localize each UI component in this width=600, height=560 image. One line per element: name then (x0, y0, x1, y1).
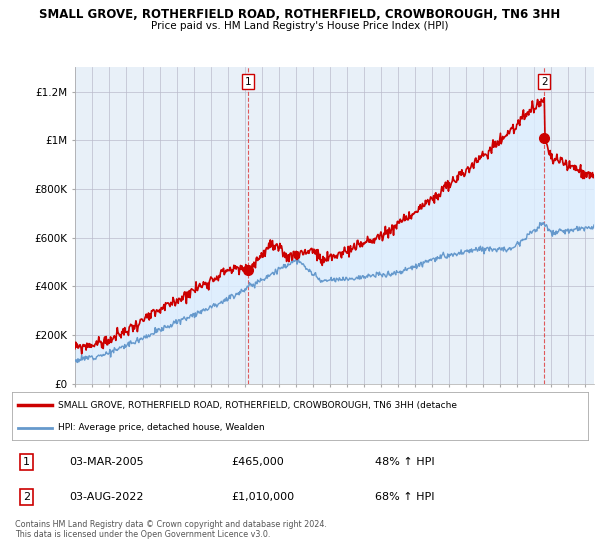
Text: SMALL GROVE, ROTHERFIELD ROAD, ROTHERFIELD, CROWBOROUGH, TN6 3HH: SMALL GROVE, ROTHERFIELD ROAD, ROTHERFIE… (40, 8, 560, 21)
Text: 2: 2 (541, 77, 548, 87)
Text: Price paid vs. HM Land Registry's House Price Index (HPI): Price paid vs. HM Land Registry's House … (151, 21, 449, 31)
Text: SMALL GROVE, ROTHERFIELD ROAD, ROTHERFIELD, CROWBOROUGH, TN6 3HH (detache: SMALL GROVE, ROTHERFIELD ROAD, ROTHERFIE… (58, 401, 457, 410)
Text: 03-MAR-2005: 03-MAR-2005 (70, 457, 144, 467)
Text: £465,000: £465,000 (231, 457, 284, 467)
Text: 1: 1 (23, 457, 30, 467)
Text: 48% ↑ HPI: 48% ↑ HPI (375, 457, 434, 467)
Text: 03-AUG-2022: 03-AUG-2022 (70, 492, 144, 502)
Text: Contains HM Land Registry data © Crown copyright and database right 2024.
This d: Contains HM Land Registry data © Crown c… (15, 520, 327, 539)
Text: 1: 1 (245, 77, 251, 87)
Text: 2: 2 (23, 492, 30, 502)
Text: 68% ↑ HPI: 68% ↑ HPI (375, 492, 434, 502)
Text: £1,010,000: £1,010,000 (231, 492, 294, 502)
Text: HPI: Average price, detached house, Wealden: HPI: Average price, detached house, Weal… (58, 423, 265, 432)
